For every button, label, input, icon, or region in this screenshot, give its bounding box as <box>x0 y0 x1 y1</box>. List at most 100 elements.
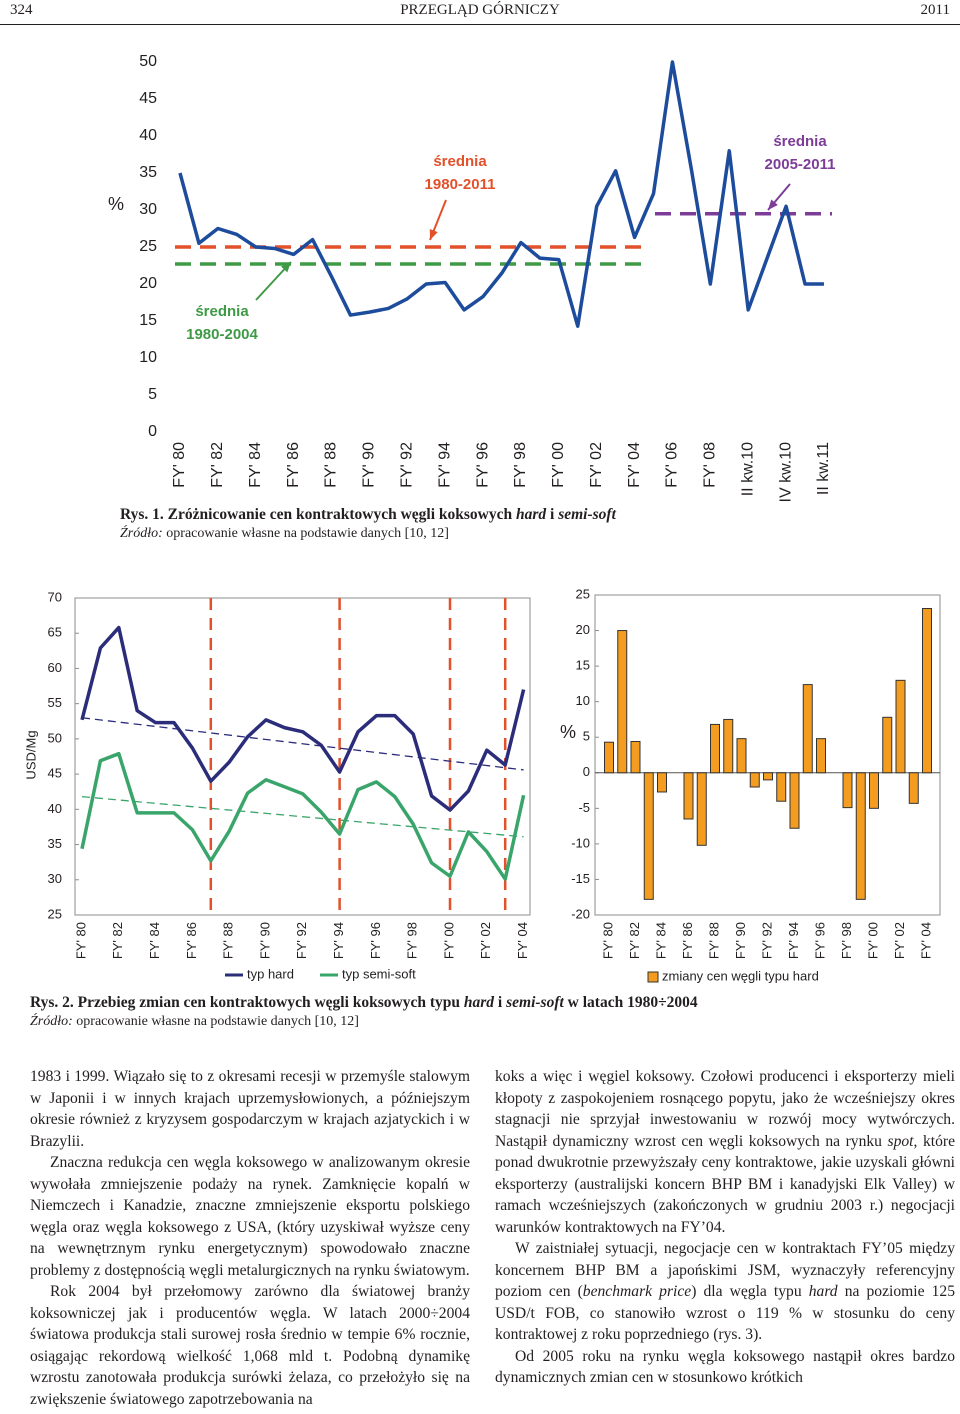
x-tick-label: FY' 04 <box>918 922 933 959</box>
caption-title: Rys. 1. Zróżnicowanie cen kontraktowych … <box>120 506 616 524</box>
data-line <box>80 625 526 812</box>
text-run: semi-soft <box>506 994 564 1011</box>
x-tick-label: FY' 00 <box>441 922 456 959</box>
x-tick-label: FY' 94 <box>786 922 801 959</box>
x-tick-label: FY' 02 <box>892 922 907 959</box>
y-tick-label: -15 <box>571 871 590 886</box>
text-run: benchmark price <box>582 1283 692 1300</box>
paragraph: Od 2005 roku na rynku węgla koksowego na… <box>495 1346 955 1389</box>
x-tick-label: FY' 84 <box>247 442 264 488</box>
text-run: Rys. 1. Zróżnicowanie cen kontraktowych … <box>120 506 516 523</box>
trend-line <box>81 796 524 838</box>
x-tick-label: FY' 82 <box>110 922 125 959</box>
y-tick-label: 65 <box>48 625 62 640</box>
y-tick-label: 60 <box>48 660 62 675</box>
x-tick-label: FY' 08 <box>702 442 719 488</box>
text-run: Źródło: <box>120 526 163 541</box>
x-tick-label: FY' 86 <box>184 922 199 959</box>
y-tick-label: 35 <box>139 164 157 181</box>
bar <box>763 772 773 781</box>
y-tick-label: 5 <box>148 386 157 403</box>
y-tick-label: 10 <box>139 349 157 366</box>
x-tick-label: FY' 98 <box>839 922 854 959</box>
y-tick-label: 40 <box>48 801 62 816</box>
y-tick-label: 30 <box>139 201 157 218</box>
bar <box>683 772 694 820</box>
annotation: średnia <box>195 303 249 320</box>
text-run: Rok 2004 był przełomowy zarówno dla świa… <box>30 1283 470 1408</box>
bar <box>630 740 641 774</box>
paragraph: koks a więc i węgiel koksowy. Czołowi pr… <box>495 1066 955 1238</box>
y-tick-label: 10 <box>576 693 590 708</box>
x-tick-label: FY' 90 <box>257 922 272 959</box>
page-number: 324 <box>10 2 33 18</box>
arrow-head <box>429 229 438 240</box>
text-run: i <box>494 994 507 1011</box>
bar <box>842 772 853 809</box>
y-tick-label: 45 <box>139 90 157 107</box>
y-tick-label: 40 <box>139 127 157 144</box>
x-tick-label: FY' 04 <box>626 442 643 488</box>
y-tick-label: -10 <box>571 835 590 850</box>
x-tick-label: FY' 86 <box>285 442 302 488</box>
y-tick-label: 30 <box>48 871 62 886</box>
x-tick-label: FY' 82 <box>209 442 226 488</box>
bar <box>776 772 787 802</box>
text-run: opracowanie własne na podstawie danych [… <box>72 1014 359 1029</box>
text-run: spot <box>887 1132 914 1150</box>
bar <box>749 772 760 788</box>
x-tick-label: FY' 84 <box>147 922 162 959</box>
x-tick-label: FY' 06 <box>664 442 681 488</box>
bar <box>816 738 826 774</box>
arrow-head <box>280 262 291 273</box>
x-tick-label: FY' 90 <box>361 442 378 488</box>
y-axis-label: % <box>108 194 124 214</box>
text-run: Źródło: <box>30 1014 73 1029</box>
y-tick-label: -5 <box>578 800 590 815</box>
annotation: 2005-2011 <box>765 156 836 173</box>
bar <box>710 723 720 774</box>
bar <box>922 608 932 774</box>
legend-label: typ hard <box>247 966 294 981</box>
x-tick-label: IV kw.10 <box>777 442 794 503</box>
x-tick-label: II kw.11 <box>815 442 832 495</box>
x-tick-label: FY' 80 <box>73 922 88 959</box>
y-tick-label: 45 <box>48 766 62 781</box>
x-tick-label: II kw.10 <box>739 442 756 496</box>
y-tick-label: 15 <box>139 312 157 329</box>
text-run: semi-soft <box>558 506 616 523</box>
y-tick-label: 25 <box>48 906 62 921</box>
paragraph: W zaistniałej sytuacji, negocjacje cen w… <box>495 1238 955 1346</box>
x-tick-label: FY' 94 <box>436 442 453 488</box>
text-run: w latach 1980÷2004 <box>563 994 698 1011</box>
text-column: 1983 i 1999. Wiązało się to z okresami r… <box>30 1066 470 1410</box>
caption-title: Rys. 2. Przebieg zmian cen kontraktowych… <box>30 994 698 1012</box>
paragraph: Znaczna redukcja cen węgla koksowego w a… <box>30 1152 470 1281</box>
trend-line <box>81 717 524 771</box>
text-run: hard <box>808 1283 838 1300</box>
x-tick-label: FY' 88 <box>323 442 340 488</box>
y-tick-label: 5 <box>583 729 590 744</box>
legend-swatch <box>647 971 659 983</box>
annotation: średnia <box>433 153 487 170</box>
y-tick-label: 50 <box>139 53 157 70</box>
x-tick-label: FY' 00 <box>550 442 567 488</box>
plot-frame <box>594 594 941 916</box>
caption-source: Źródło: opracowanie własne na podstawie … <box>30 1014 698 1030</box>
bar <box>895 679 906 774</box>
x-tick-label: FY' 84 <box>653 922 668 959</box>
legend-label: zmiany cen węgli typu hard <box>662 968 819 983</box>
text-run: ) dla węgla typu <box>691 1283 809 1300</box>
y-axis-label: USD/Mg <box>23 730 38 779</box>
x-tick-label: FY' 98 <box>405 922 420 959</box>
y-tick-label: 70 <box>48 589 62 604</box>
text-run: Od 2005 roku na rynku węgla koksowego na… <box>495 1347 955 1387</box>
y-tick-label: 55 <box>48 695 62 710</box>
bar <box>869 772 879 809</box>
text-run: Rys. 2. Przebieg zmian cen kontraktowych… <box>30 994 464 1011</box>
bar <box>617 630 628 774</box>
text-run: i <box>546 506 559 523</box>
annotation: 1980-2011 <box>425 176 496 193</box>
bar <box>908 772 919 804</box>
